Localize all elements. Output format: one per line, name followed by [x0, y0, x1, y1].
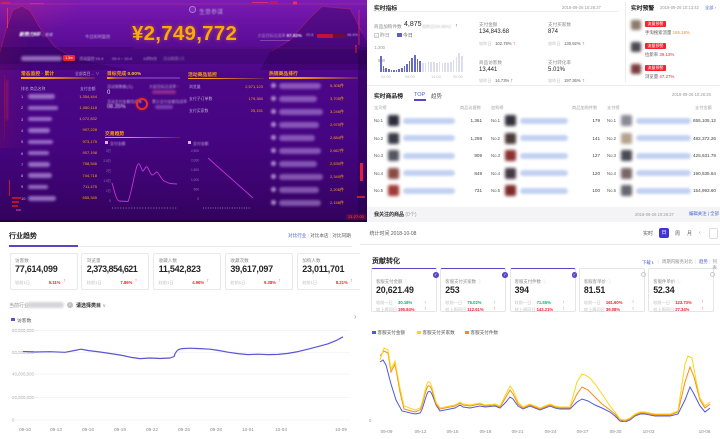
svg-text:1万: 1万 — [106, 189, 111, 193]
svg-text:2万: 2万 — [106, 169, 111, 173]
svg-text:0: 0 — [109, 199, 111, 203]
svg-text:500: 500 — [194, 187, 200, 191]
svg-text:2.5万: 2.5万 — [103, 159, 111, 163]
svg-text:1,500: 1,500 — [191, 168, 199, 172]
svg-text:2,000: 2,000 — [191, 159, 199, 163]
svg-text:3万: 3万 — [106, 149, 111, 153]
svg-text:2,500: 2,500 — [191, 149, 199, 153]
svg-text:1,000: 1,000 — [191, 178, 199, 182]
svg-text:0: 0 — [369, 418, 372, 422]
svg-text:0: 0 — [197, 197, 199, 201]
svg-text:1.5万: 1.5万 — [103, 179, 111, 183]
